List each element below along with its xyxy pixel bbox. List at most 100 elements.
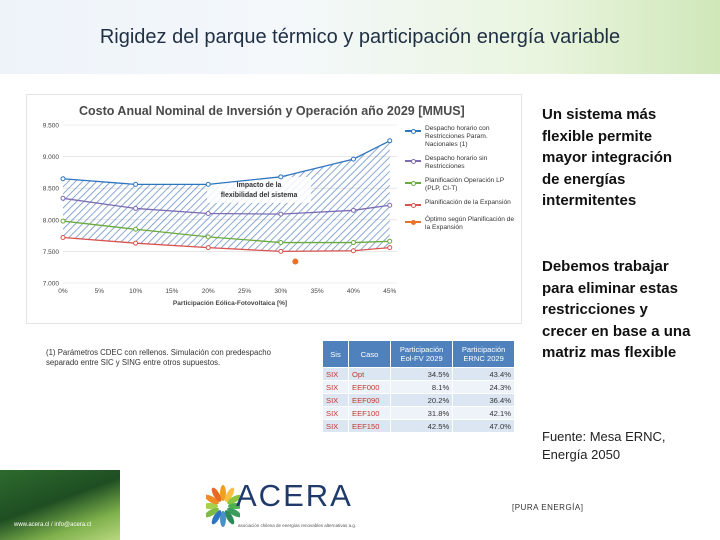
table-cell: 8.1%	[389, 380, 454, 394]
legend-item: Planificación de la Expansión	[405, 199, 521, 210]
table-row: SIX EEF150 42.5% 47.0%	[322, 419, 515, 433]
series-point	[278, 211, 284, 217]
legend-swatch	[405, 178, 421, 188]
series-point	[350, 207, 356, 213]
series-point	[278, 248, 284, 254]
series-point	[133, 240, 139, 246]
series-line	[62, 236, 390, 253]
legend-item: Planificación Operación LP (PLP, CI-T)	[405, 177, 521, 193]
legend-label: Planificación de la Expansión	[425, 199, 511, 206]
series-point	[350, 248, 356, 254]
table-row: SIX Opt 34.5% 43.4%	[322, 367, 515, 381]
table-row: SIX EEF000 8.1% 24.3%	[322, 380, 515, 394]
legend-label: Despacho horario con Restricciones Param…	[425, 125, 490, 148]
series-point	[278, 240, 284, 246]
table-cell: 36.4%	[452, 393, 515, 407]
table-cell: SIX	[322, 406, 349, 420]
x-tick-label: 25%	[238, 288, 251, 295]
series-point	[205, 234, 211, 240]
chart-panel: Costo Anual Nominal de Inversión y Opera…	[26, 94, 522, 324]
x-tick-label: 40%	[347, 288, 360, 295]
annotation-text: flexibilidad del sistema	[221, 192, 298, 199]
x-tick-label: 15%	[165, 288, 178, 295]
footer-photo	[0, 470, 120, 540]
chart-title: Costo Anual Nominal de Inversión y Opera…	[79, 104, 465, 118]
series-point	[387, 202, 393, 208]
series-point	[350, 156, 356, 162]
table-cell: 20.2%	[389, 393, 454, 407]
table-cell: SIX	[322, 419, 349, 433]
optimum-point	[292, 258, 299, 265]
series-line	[62, 140, 391, 186]
table-header: Caso	[348, 340, 391, 368]
x-tick-label: 30%	[274, 288, 287, 295]
y-tick-label: 7.500	[43, 249, 60, 256]
series-point	[278, 174, 284, 180]
x-tick-label: 20%	[202, 288, 215, 295]
side-text-call-to-action: Debemos trabajar para eliminar estas res…	[542, 258, 691, 361]
legend-item: Despacho horario sin Restricciones	[405, 155, 521, 171]
logo-tagline: asociación chilena de energías renovable…	[238, 523, 357, 528]
table-header: Participación ERNC 2029	[452, 340, 515, 368]
logo-wordmark: ACERA	[236, 478, 353, 513]
x-tick-label: 0%	[58, 288, 68, 295]
table-cell: EEF100	[348, 406, 391, 420]
legend-swatch	[405, 156, 421, 166]
y-tick-label: 9.000	[43, 154, 60, 161]
table-cell: 43.4%	[452, 367, 515, 381]
series-point	[387, 238, 393, 244]
table-cell: 34.5%	[389, 367, 454, 381]
series-point	[205, 245, 211, 251]
pura-energia-tag: [PURA ENERGÍA]	[512, 503, 584, 512]
cost-chart: 7.000 7.500 8.000 8.500 9.000 9.500 0% 5% 10% 15%…	[43, 123, 397, 307]
series-point	[60, 234, 66, 240]
table-cell: SIX	[322, 380, 349, 394]
table-cell: Opt	[348, 367, 391, 381]
legend-item: Óptimo según Planificación de la Expansi…	[405, 216, 521, 232]
table-cell: 31.8%	[389, 406, 454, 420]
chart-footnote: (1) Parámetros CDEC con rellenos. Simula…	[46, 348, 271, 367]
table-cell: 24.3%	[452, 380, 515, 394]
x-axis-label: Participación Eólica-Fotovoltaica [%]	[173, 300, 287, 307]
series-point	[387, 138, 393, 144]
series-point	[60, 218, 66, 224]
legend-item: Despacho horario con Restricciones Param…	[405, 125, 521, 149]
table-cell: SIX	[322, 367, 349, 381]
table-cell: 42.1%	[452, 406, 515, 420]
legend-swatch	[405, 126, 421, 136]
legend-label: Óptimo según Planificación de la Expansi…	[425, 216, 515, 231]
title-banner	[0, 0, 720, 74]
series-point	[60, 195, 66, 201]
series-point	[133, 205, 139, 211]
table-cell: 42.5%	[389, 419, 454, 433]
legend-swatch	[405, 200, 421, 210]
participation-table: Sis Caso Participación Eol-FV 2029 Parti…	[322, 340, 515, 433]
footer-url[interactable]: www.acera.cl / info@acera.cl	[14, 522, 92, 528]
series-point	[350, 240, 356, 246]
acera-logo: ACERA asociación chilena de energías ren…	[206, 478, 366, 536]
table-header: Participación Eol-FV 2029	[389, 340, 454, 368]
side-text-flexibility: Un sistema más flexible permite mayor in…	[542, 106, 673, 209]
y-tick-label: 8.500	[43, 186, 60, 193]
y-tick-label: 9.500	[43, 123, 60, 130]
table-row: SIX EEF090 20.2% 36.4%	[322, 393, 515, 407]
x-tick-label: 10%	[129, 288, 142, 295]
legend-swatch	[405, 217, 421, 227]
series-point	[133, 181, 139, 187]
table-row: SIX EEF100 31.8% 42.1%	[322, 406, 515, 420]
table-header: Sis	[322, 340, 349, 368]
series-point	[387, 245, 393, 251]
table-cell: EEF090	[348, 393, 391, 407]
x-tick-label: 5%	[95, 288, 105, 295]
sunflower-icon	[206, 485, 240, 527]
annotation-text: Impacto de la	[237, 182, 282, 189]
source-note: Fuente: Mesa ERNC, Energía 2050	[542, 429, 666, 462]
table-cell: EEF000	[348, 380, 391, 394]
legend-label: Planificación Operación LP (PLP, CI-T)	[425, 177, 505, 192]
table-cell: EEF150	[348, 419, 391, 433]
x-tick-label: 35%	[311, 288, 324, 295]
series-point	[205, 181, 211, 187]
chart-legend: Despacho horario con Restricciones Param…	[405, 125, 521, 238]
y-tick-label: 7.000	[43, 281, 60, 288]
series-point	[60, 176, 66, 182]
